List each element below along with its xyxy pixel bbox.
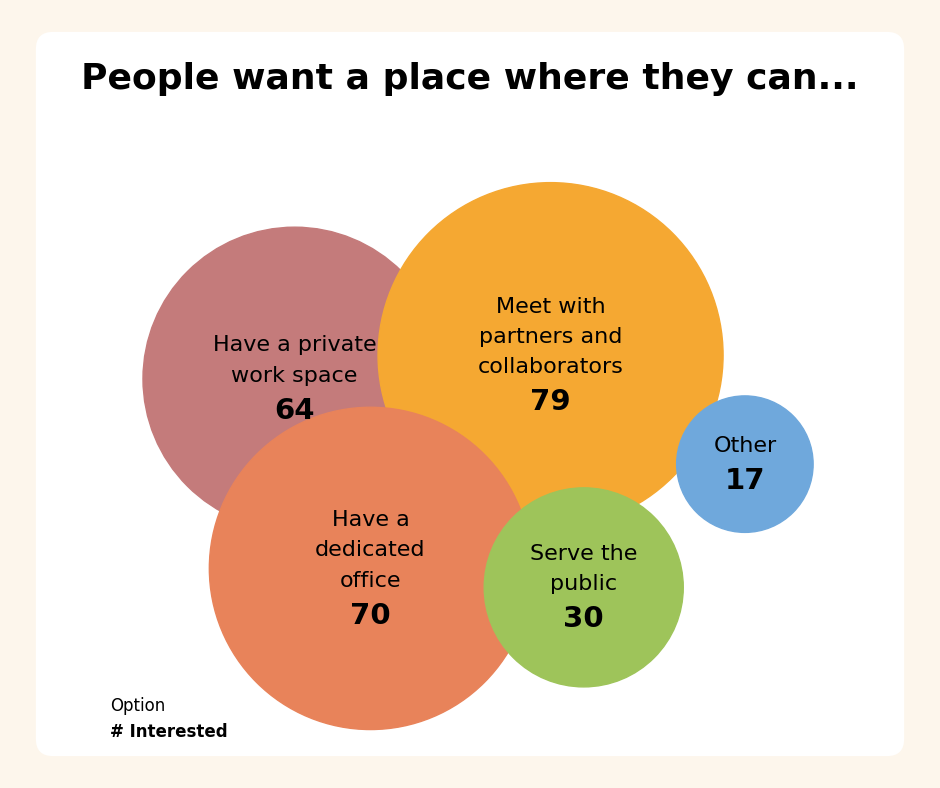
Text: 70: 70 [351,601,391,630]
Circle shape [484,488,683,687]
Text: dedicated: dedicated [315,541,426,560]
FancyBboxPatch shape [36,32,904,756]
Text: collaborators: collaborators [478,357,623,377]
Circle shape [143,227,446,530]
Text: Option: Option [110,697,165,715]
Text: Serve the: Serve the [530,544,637,564]
Text: partners and: partners and [478,327,622,347]
Text: Have a private: Have a private [212,336,376,355]
Text: Meet with: Meet with [495,296,605,317]
Circle shape [677,396,813,533]
Text: public: public [550,574,618,594]
Text: Have a: Have a [332,510,409,530]
Text: # Interested: # Interested [110,723,227,742]
Circle shape [210,407,532,730]
Text: 79: 79 [530,388,571,416]
Circle shape [378,183,723,528]
Text: 30: 30 [563,605,604,634]
Text: work space: work space [231,366,358,386]
Text: 64: 64 [274,397,315,425]
Text: office: office [339,571,401,590]
Text: People want a place where they can...: People want a place where they can... [81,62,859,96]
Text: 17: 17 [725,467,765,495]
Text: Other: Other [713,436,776,456]
